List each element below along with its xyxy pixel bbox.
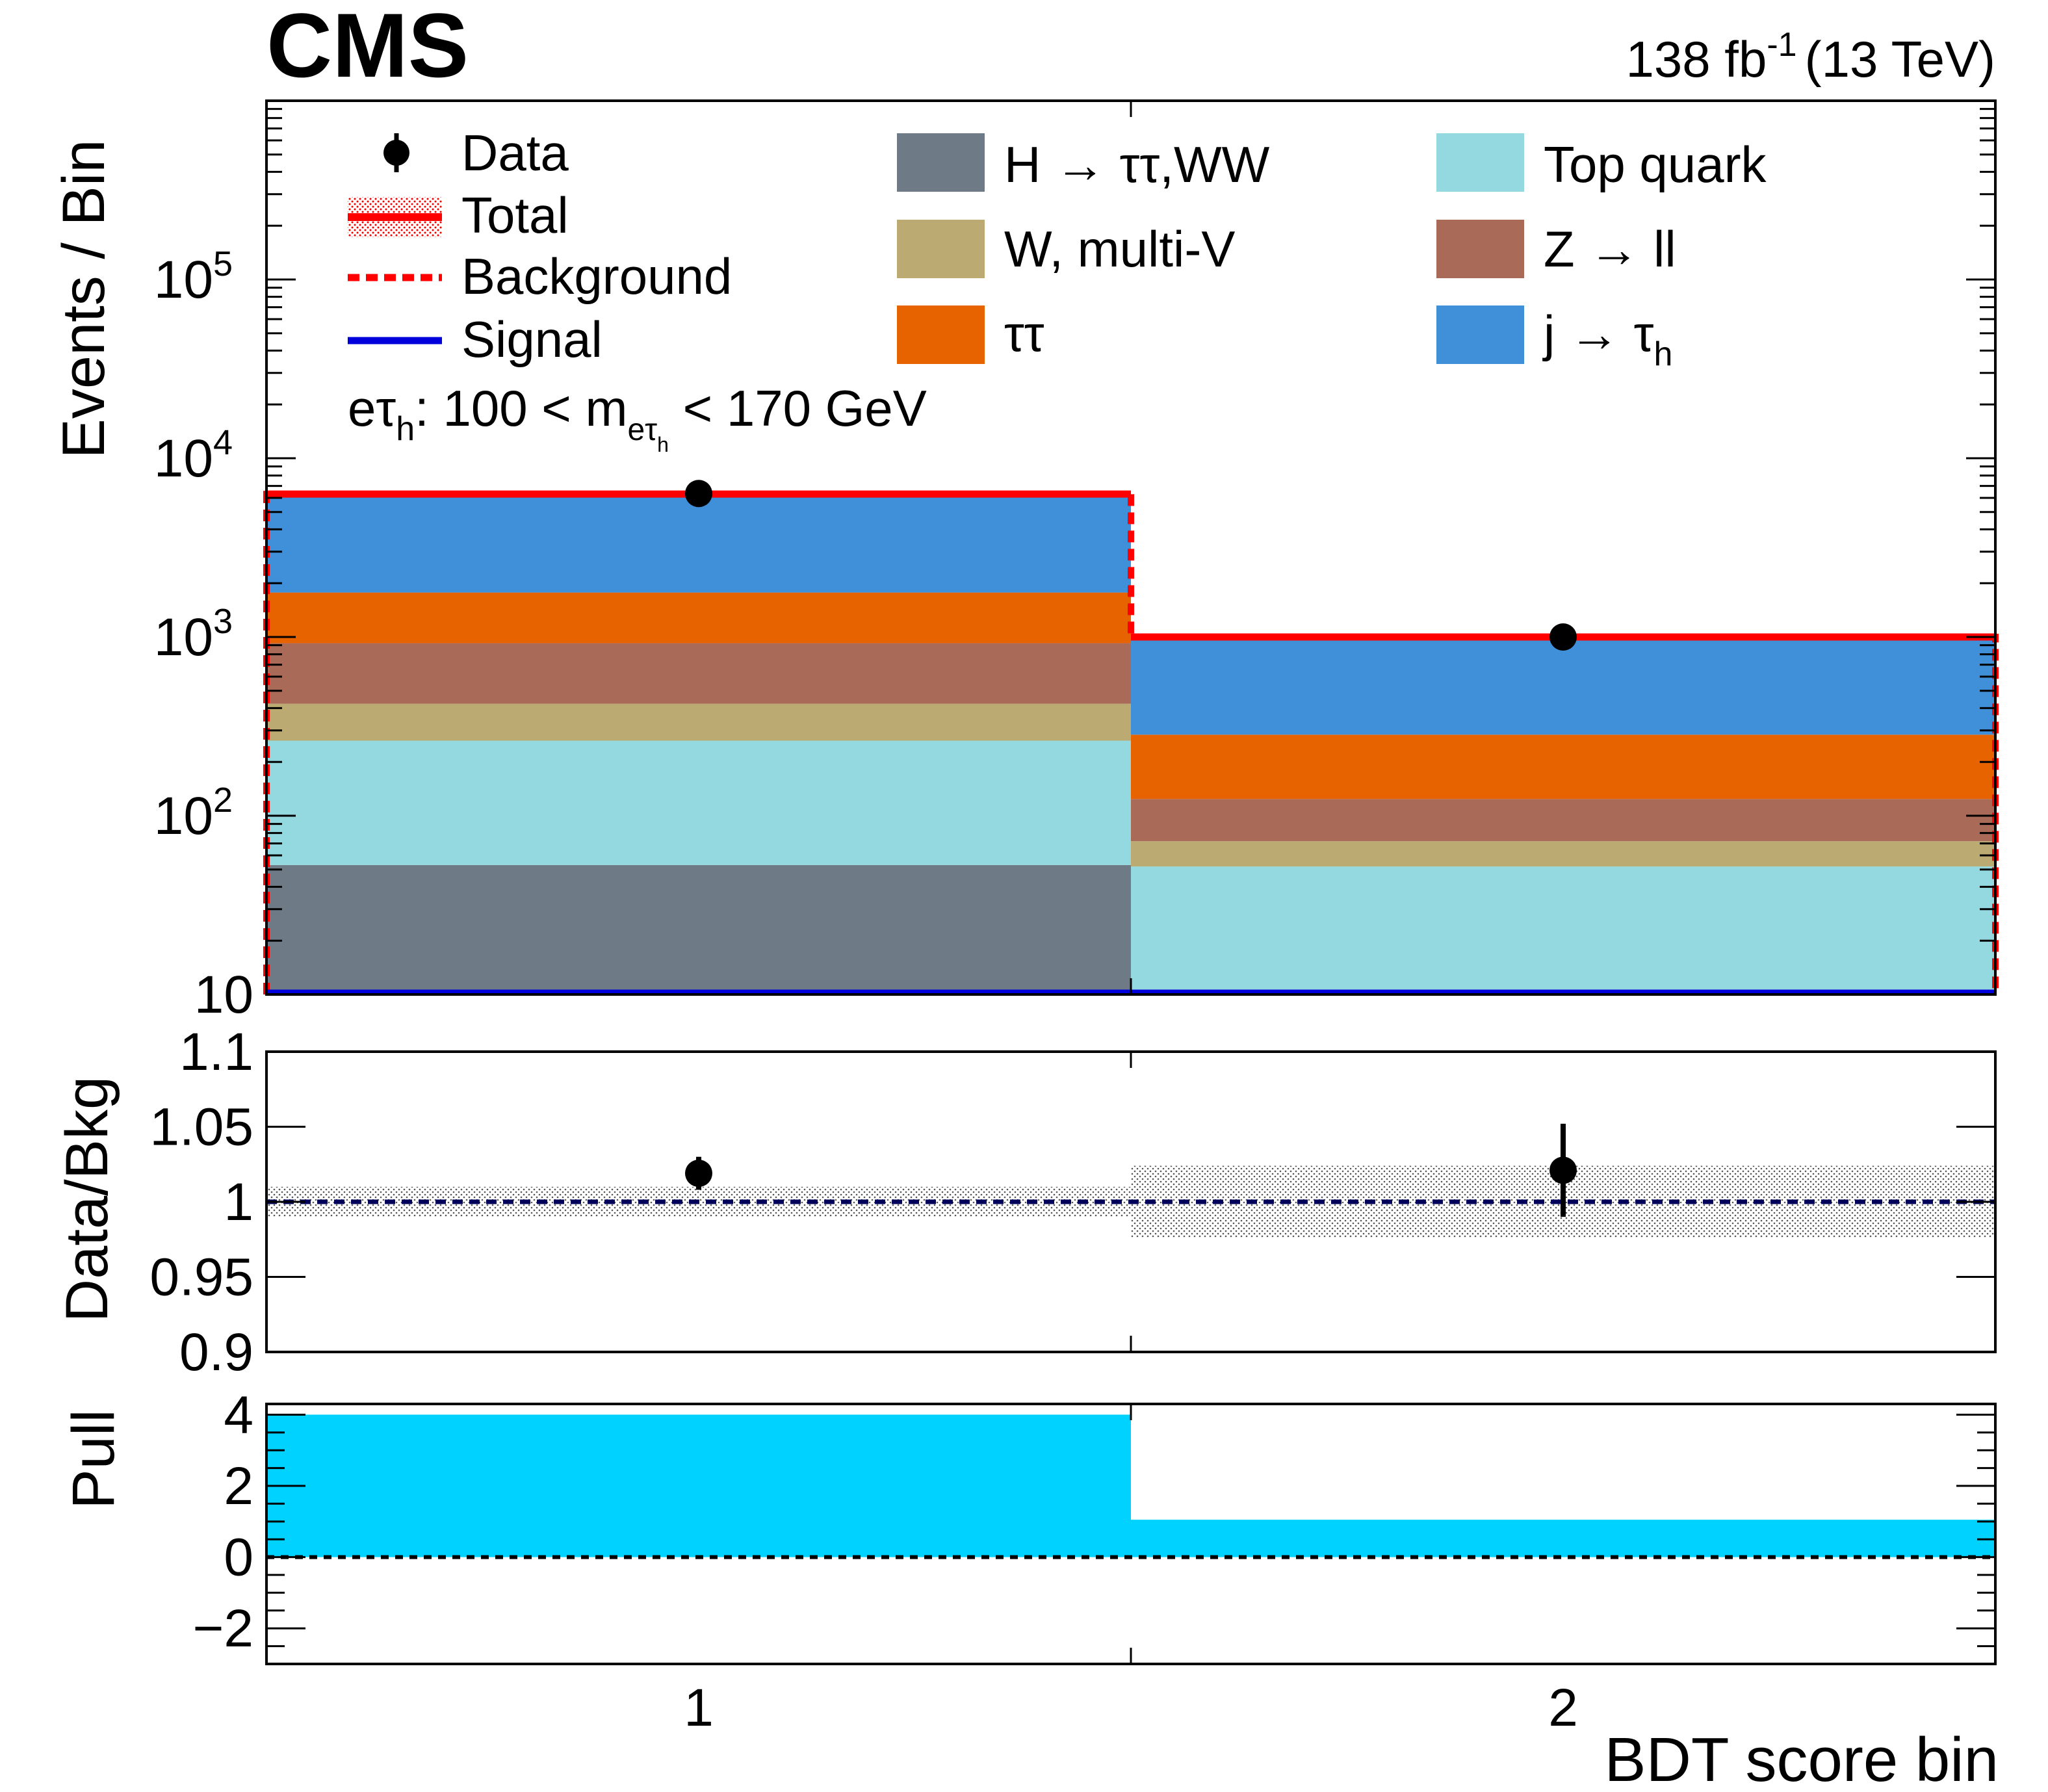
- y-tick-base: 10: [154, 429, 213, 488]
- bar-higgs-bin1: [266, 864, 1131, 994]
- stacked-bars: [266, 495, 1995, 994]
- legend-signal-label: Signal: [461, 311, 603, 368]
- ratio-panel: 0.9 0.95 1 1.05 1.1 Data/Bkg: [54, 1022, 1997, 1382]
- legend-data-marker: [383, 140, 409, 166]
- annotation-m-subsub: h: [657, 433, 669, 456]
- bar-zll-bin2: [1131, 799, 1995, 842]
- data-point-bin1: [685, 480, 712, 508]
- legend-top: Top quark: [1436, 133, 1767, 193]
- y-tick-exponent: 3: [213, 602, 233, 641]
- pull-y-tick-label: 0: [224, 1528, 253, 1587]
- y-tick-exponent: 4: [213, 423, 233, 462]
- legend-zll-swatch: [1436, 220, 1524, 278]
- legend-zll: Z → ll: [1436, 220, 1676, 278]
- legend-total: Total: [348, 187, 569, 244]
- y-tick-label-1e2: 102: [154, 781, 233, 846]
- legend-background: Background: [348, 248, 732, 305]
- legend: Data Total Background Signal H → ττ,WW: [348, 124, 1767, 373]
- annotation-pre-sub: h: [396, 410, 415, 448]
- lumi-value: 138 fb: [1626, 31, 1767, 88]
- bar-w_multiv-bin1: [266, 703, 1131, 741]
- ratio-y-tick-label: 0.9: [179, 1323, 253, 1382]
- y-tick-base: 10: [154, 608, 213, 667]
- experiment-label: CMS: [266, 0, 469, 96]
- pull-y-tick-label: 2: [224, 1457, 253, 1516]
- legend-fake-sub: h: [1653, 335, 1672, 373]
- bar-w_multiv-bin2: [1131, 841, 1995, 867]
- legend-w-multiv-swatch: [897, 220, 985, 278]
- bar-top-bin2: [1131, 866, 1995, 994]
- ratio-y-tick-label: 1.05: [149, 1098, 253, 1157]
- legend-tautau-label: ττ: [1004, 305, 1044, 362]
- legend-higgs: H → ττ,WW: [897, 133, 1270, 193]
- legend-higgs-label: H → ττ,WW: [1004, 136, 1270, 193]
- bar-tautau-bin1: [266, 592, 1131, 643]
- ratio-points: [685, 1123, 1577, 1217]
- bar-fake-bin2: [1131, 637, 1995, 735]
- y-tick-exponent: 2: [213, 781, 233, 820]
- energy-label: (13 TeV): [1805, 31, 1995, 88]
- legend-data-label: Data: [461, 124, 569, 181]
- legend-tautau-swatch: [897, 305, 985, 364]
- legend-signal: Signal: [348, 311, 603, 368]
- ratio-y-ticks: 0.9 0.95 1 1.05 1.1: [149, 1022, 1995, 1382]
- annotation-m-sub: eτ: [627, 413, 657, 447]
- legend-background-label: Background: [461, 248, 732, 305]
- ratio-y-tick-label: 1: [224, 1173, 253, 1232]
- ratio-y-tick-label: 1.1: [179, 1022, 253, 1082]
- legend-top-swatch: [1436, 133, 1524, 192]
- pull-y-axis-label: Pull: [60, 1409, 127, 1509]
- pull-y-tick-label: 4: [224, 1385, 253, 1444]
- ratio-point-bin1: [685, 1160, 712, 1188]
- legend-fake-label: j → τh: [1542, 305, 1672, 373]
- annotation-mid: : 100 < m: [415, 380, 627, 437]
- pull-bars: [266, 1414, 1995, 1557]
- pull-bar-bin1: [266, 1414, 1131, 1557]
- legend-data: Data: [383, 124, 569, 181]
- bar-top-bin1: [266, 740, 1131, 865]
- legend-higgs-swatch: [897, 133, 985, 192]
- ratio-y-tick-label: 0.95: [149, 1248, 253, 1307]
- ratio-point-bin2: [1549, 1156, 1577, 1184]
- x-tick-label-2: 2: [1548, 1678, 1578, 1737]
- y-tick-label-1e1: 10: [194, 965, 253, 1024]
- category-annotation: eτh: 100 < meτh < 170 GeV: [348, 380, 927, 456]
- lumi-label: 138 fb-1 (13 TeV): [1626, 26, 1995, 88]
- y-tick-label-1e3: 103: [154, 602, 233, 667]
- y-tick-base: 10: [154, 250, 213, 309]
- y-tick-base: 10: [154, 786, 213, 846]
- legend-zll-label: Z → ll: [1544, 220, 1676, 278]
- data-points: [685, 480, 1577, 651]
- ratio-y-axis-label: Data/Bkg: [54, 1076, 120, 1322]
- bar-fake-bin1: [266, 495, 1131, 593]
- y-tick-label-1e5: 105: [154, 244, 233, 309]
- bar-tautau-bin2: [1131, 734, 1995, 799]
- annotation-pre: eτ: [348, 380, 396, 437]
- x-tick-label-1: 1: [684, 1678, 714, 1737]
- pull-bar-bin2: [1131, 1520, 1995, 1557]
- legend-total-label: Total: [461, 187, 569, 244]
- legend-top-label: Top quark: [1544, 136, 1767, 193]
- pull-y-ticks: −2 0 2 4: [193, 1385, 1995, 1658]
- bar-zll-bin1: [266, 643, 1131, 704]
- legend-w-multiv-label: W, multi-V: [1004, 220, 1235, 278]
- pull-y-tick-label: −2: [193, 1599, 254, 1658]
- y-tick-label-1e4: 104: [154, 423, 233, 488]
- legend-w-multiv: W, multi-V: [897, 220, 1235, 278]
- legend-fake-name: j → τ: [1542, 305, 1654, 362]
- lumi-exponent: -1: [1767, 26, 1796, 64]
- y-tick-exponent: 5: [213, 244, 233, 283]
- data-point-bin2: [1549, 623, 1577, 651]
- legend-fake-swatch: [1436, 305, 1524, 364]
- main-y-axis-label: Events / Bin: [51, 140, 117, 459]
- legend-tautau: ττ: [897, 305, 1044, 364]
- x-axis-label: BDT score bin: [1605, 1725, 1999, 1792]
- legend-fake: j → τh: [1436, 305, 1672, 373]
- annotation-post: < 170 GeV: [669, 380, 927, 437]
